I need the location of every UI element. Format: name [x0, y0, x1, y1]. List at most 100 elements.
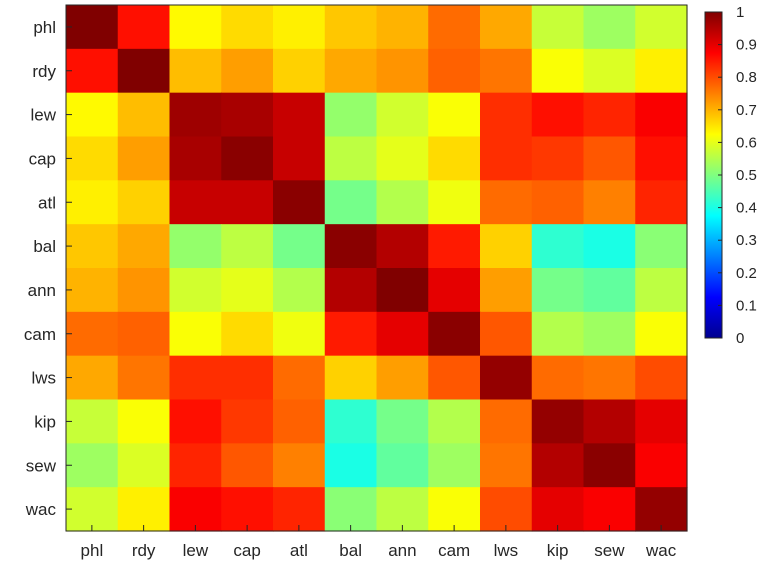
colorbar-tick-label: 0.3	[736, 232, 757, 249]
y-tick-label: wac	[25, 500, 57, 519]
heatmap-cell	[117, 443, 171, 488]
heatmap-cell	[376, 5, 429, 50]
x-tick-label: cam	[438, 541, 470, 560]
heatmap-cell	[583, 136, 636, 181]
heatmap-cell	[583, 355, 636, 401]
heatmap-cell	[635, 92, 688, 138]
heatmap-cell	[324, 180, 378, 225]
heatmap-cell	[66, 180, 119, 225]
y-tick-label: atl	[38, 193, 56, 212]
heatmap-cell	[221, 311, 274, 357]
heatmap-cell	[324, 136, 378, 181]
heatmap-cell	[480, 268, 533, 313]
heatmap-cell	[480, 399, 533, 444]
heatmap-cell	[221, 224, 274, 269]
heatmap-cell	[221, 268, 274, 313]
x-axis-ticks: phl rdy lew cap atl bal ann cam lws kip sew wac	[81, 525, 677, 560]
heatmap-cell	[376, 268, 429, 313]
heatmap-cell	[635, 311, 688, 357]
y-tick-label: cam	[24, 325, 56, 344]
heatmap-cell	[169, 180, 222, 225]
heatmap-cell	[66, 355, 119, 401]
heatmap-cell	[635, 399, 688, 444]
heatmap-cell	[480, 443, 533, 488]
heatmap-cell	[531, 487, 585, 532]
heatmap-cell	[117, 5, 171, 50]
heatmap-cell	[583, 92, 636, 138]
heatmap-cell	[169, 487, 222, 532]
heatmap-cell	[583, 487, 636, 532]
heatmap-cell	[428, 136, 481, 181]
colorbar-tick-label: 0.9	[736, 37, 757, 54]
heatmap-cell	[635, 5, 688, 50]
colorbar-tick-label: 1	[736, 4, 744, 21]
heatmap-cell	[635, 443, 688, 488]
heatmap-cell	[428, 48, 481, 94]
x-tick-label: ann	[388, 541, 416, 560]
heatmap-cell	[531, 443, 585, 488]
heatmap-cell	[635, 355, 688, 401]
heatmap-cell	[66, 399, 119, 444]
x-tick-label: cap	[233, 541, 260, 560]
heatmap-cell	[324, 487, 378, 532]
heatmap-cell	[376, 48, 429, 94]
x-tick-label: atl	[290, 541, 308, 560]
y-tick-label: kip	[34, 412, 56, 431]
heatmap-cell	[221, 355, 274, 401]
heatmap-cell	[324, 92, 378, 138]
heatmap-cell	[273, 268, 326, 313]
heatmap-cell	[273, 48, 326, 94]
heatmap-cell	[376, 224, 429, 269]
x-tick-label: sew	[594, 541, 625, 560]
heatmap-cell	[480, 355, 533, 401]
heatmap-cell	[428, 5, 481, 50]
colorbar-tick-label: 0.4	[736, 200, 757, 217]
heatmap-cell	[583, 443, 636, 488]
heatmap-cell	[531, 92, 585, 138]
heatmap-cell	[376, 180, 429, 225]
heatmap-cell	[117, 224, 171, 269]
heatmap-cell	[117, 355, 171, 401]
plot-frame	[65, 4, 688, 532]
heatmap-cell	[324, 443, 378, 488]
heatmap-cell	[376, 355, 429, 401]
heatmap-cell	[428, 487, 481, 532]
heatmap-cell	[66, 311, 119, 357]
heatmap-cell	[480, 311, 533, 357]
heatmap-cell	[169, 311, 222, 357]
heatmap-cell	[376, 487, 429, 532]
heatmap-cell	[117, 268, 171, 313]
heatmap-cell	[169, 136, 222, 181]
y-axis-ticks: phl rdy lew cap atl bal ann cam lws kip sew wac	[24, 18, 72, 519]
heatmap-cell	[583, 311, 636, 357]
heatmap-cell	[273, 399, 326, 444]
heatmap-cell	[531, 399, 585, 444]
colorbar-tick-label: 0.7	[736, 102, 757, 119]
heatmap-cell	[117, 487, 171, 532]
heatmap-cell	[221, 92, 274, 138]
heatmap-cell	[324, 268, 378, 313]
heatmap-cell	[531, 268, 585, 313]
heatmap-cell	[169, 399, 222, 444]
heatmap-cell	[66, 136, 119, 181]
x-tick-label: lws	[494, 541, 519, 560]
heatmap-cell	[273, 180, 326, 225]
heatmap-cell	[66, 92, 119, 138]
colorbar-tick-label: 0.6	[736, 134, 757, 151]
heatmap-cell	[428, 311, 481, 357]
heatmap-cell	[531, 48, 585, 94]
heatmap-cell	[273, 355, 326, 401]
heatmap-cell	[66, 268, 119, 313]
x-tick-label: bal	[339, 541, 362, 560]
x-tick-label: wac	[645, 541, 677, 560]
heatmap-cell	[635, 224, 688, 269]
heatmap-cell	[480, 487, 533, 532]
heatmap-cell	[531, 311, 585, 357]
heatmap-cell	[531, 5, 585, 50]
heatmap-cell	[324, 48, 378, 94]
heatmap-cell	[324, 355, 378, 401]
heatmap-cell	[221, 443, 274, 488]
heatmap-cell	[428, 180, 481, 225]
y-tick-label: lws	[31, 369, 56, 388]
